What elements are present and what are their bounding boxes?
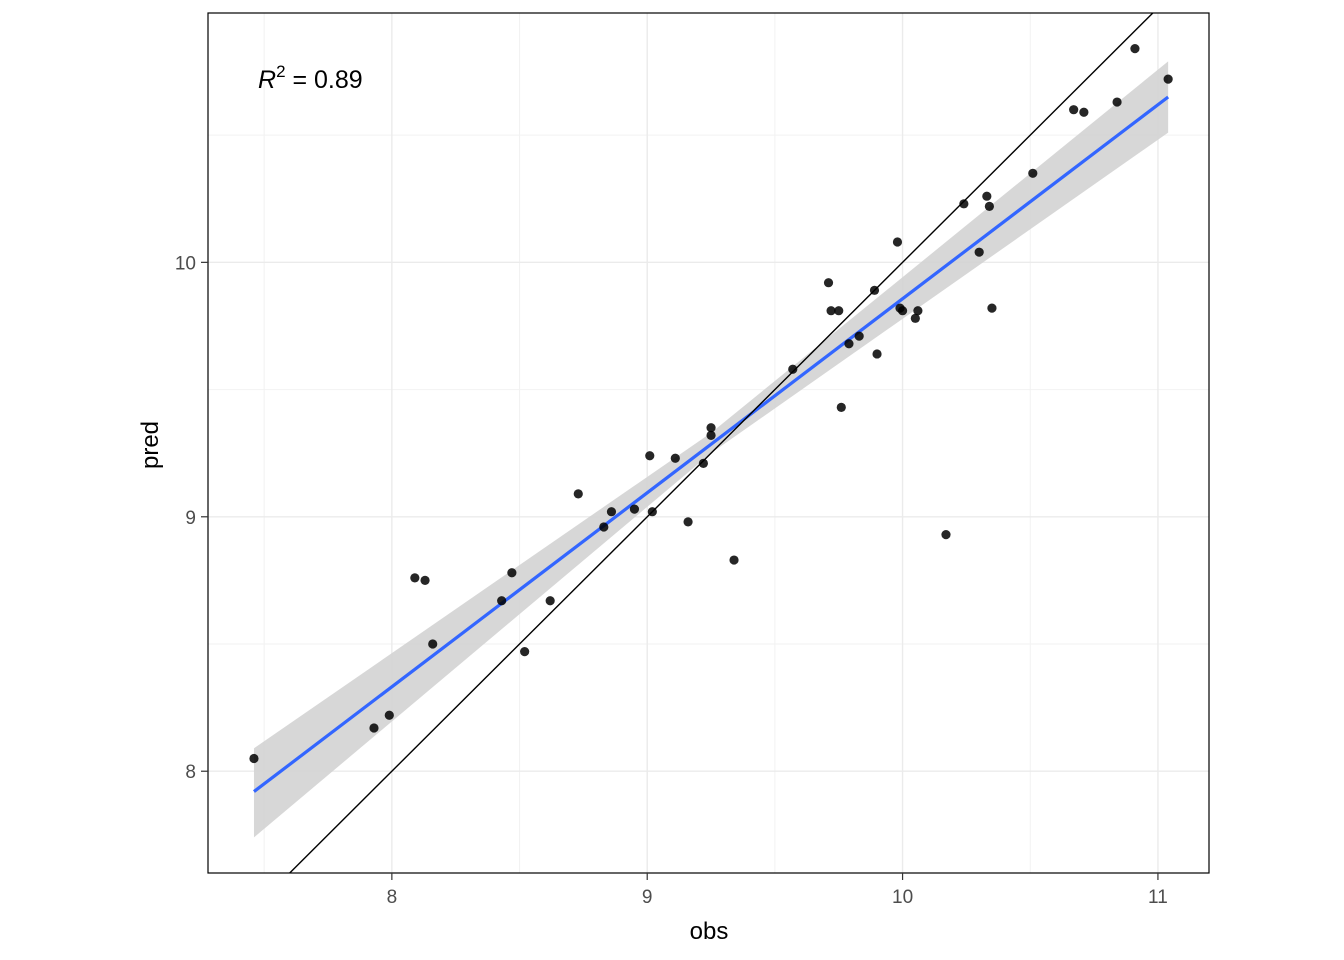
- data-point: [984, 201, 994, 211]
- x-axis-title: obs: [690, 918, 729, 945]
- data-point: [545, 596, 555, 606]
- data-point: [497, 596, 507, 606]
- data-point: [369, 723, 379, 733]
- y-axis-ticks: 8 9 10: [175, 253, 208, 783]
- fit-line-layer: [252, 95, 1170, 793]
- data-point: [645, 451, 655, 461]
- data-point: [913, 306, 923, 316]
- x-axis-ticks: 8 9 10 11: [387, 873, 1168, 908]
- data-point: [507, 568, 517, 578]
- data-point: [1028, 168, 1038, 178]
- data-point: [834, 306, 844, 316]
- data-point: [788, 364, 798, 374]
- data-point: [982, 191, 992, 201]
- r-squared-annotation: R2 = 0.89: [258, 62, 363, 94]
- data-point: [729, 555, 739, 565]
- x-tick-label: 9: [642, 887, 653, 908]
- r-squared-symbol: R: [258, 66, 276, 94]
- data-point: [910, 313, 920, 323]
- identity-line: [288, 13, 1154, 873]
- x-tick-label: 8: [387, 887, 398, 908]
- data-point: [706, 423, 716, 433]
- data-point: [1163, 74, 1173, 84]
- data-point: [683, 517, 693, 527]
- x-tick-label: 10: [892, 887, 913, 908]
- data-point: [1130, 44, 1140, 54]
- data-point: [869, 285, 880, 295]
- data-point: [836, 402, 846, 412]
- data-point: [410, 573, 420, 583]
- data-point: [573, 489, 583, 499]
- confidence-band-area: [253, 61, 1169, 838]
- data-points: [249, 44, 1173, 764]
- data-point: [854, 331, 864, 341]
- data-point: [706, 430, 716, 440]
- y-tick-label: 9: [185, 508, 196, 529]
- y-tick-label: 10: [175, 253, 196, 274]
- data-point: [670, 453, 680, 463]
- r-squared-value: = 0.89: [286, 66, 363, 94]
- data-point: [892, 237, 903, 247]
- data-point: [959, 199, 969, 209]
- data-point: [520, 647, 530, 657]
- data-point: [599, 522, 609, 532]
- data-point: [420, 575, 430, 585]
- data-point: [1069, 105, 1079, 115]
- data-point: [606, 507, 617, 517]
- data-point: [823, 278, 834, 288]
- data-point: [384, 710, 394, 720]
- data-point: [698, 458, 708, 468]
- panel-border: [207, 12, 1210, 874]
- confidence-band: [253, 61, 1169, 838]
- data-point: [941, 529, 951, 540]
- data-point: [249, 753, 259, 764]
- data-point: [897, 306, 908, 316]
- data-point: [647, 507, 657, 517]
- data-point: [629, 504, 640, 514]
- regression-line: [252, 95, 1170, 793]
- grid: [208, 13, 1209, 873]
- data-point: [872, 349, 882, 359]
- data-point: [974, 247, 984, 257]
- identity-line-layer: [288, 13, 1154, 873]
- data-point: [844, 339, 854, 349]
- data-point: [826, 306, 836, 316]
- y-axis-title: pred: [137, 421, 164, 469]
- data-point: [1079, 107, 1089, 117]
- data-point: [987, 303, 997, 313]
- data-point: [1112, 97, 1122, 107]
- y-tick-label: 8: [185, 762, 196, 783]
- data-point: [428, 639, 438, 649]
- r-squared-superscript: 2: [276, 62, 285, 81]
- x-tick-label: 11: [1148, 887, 1168, 908]
